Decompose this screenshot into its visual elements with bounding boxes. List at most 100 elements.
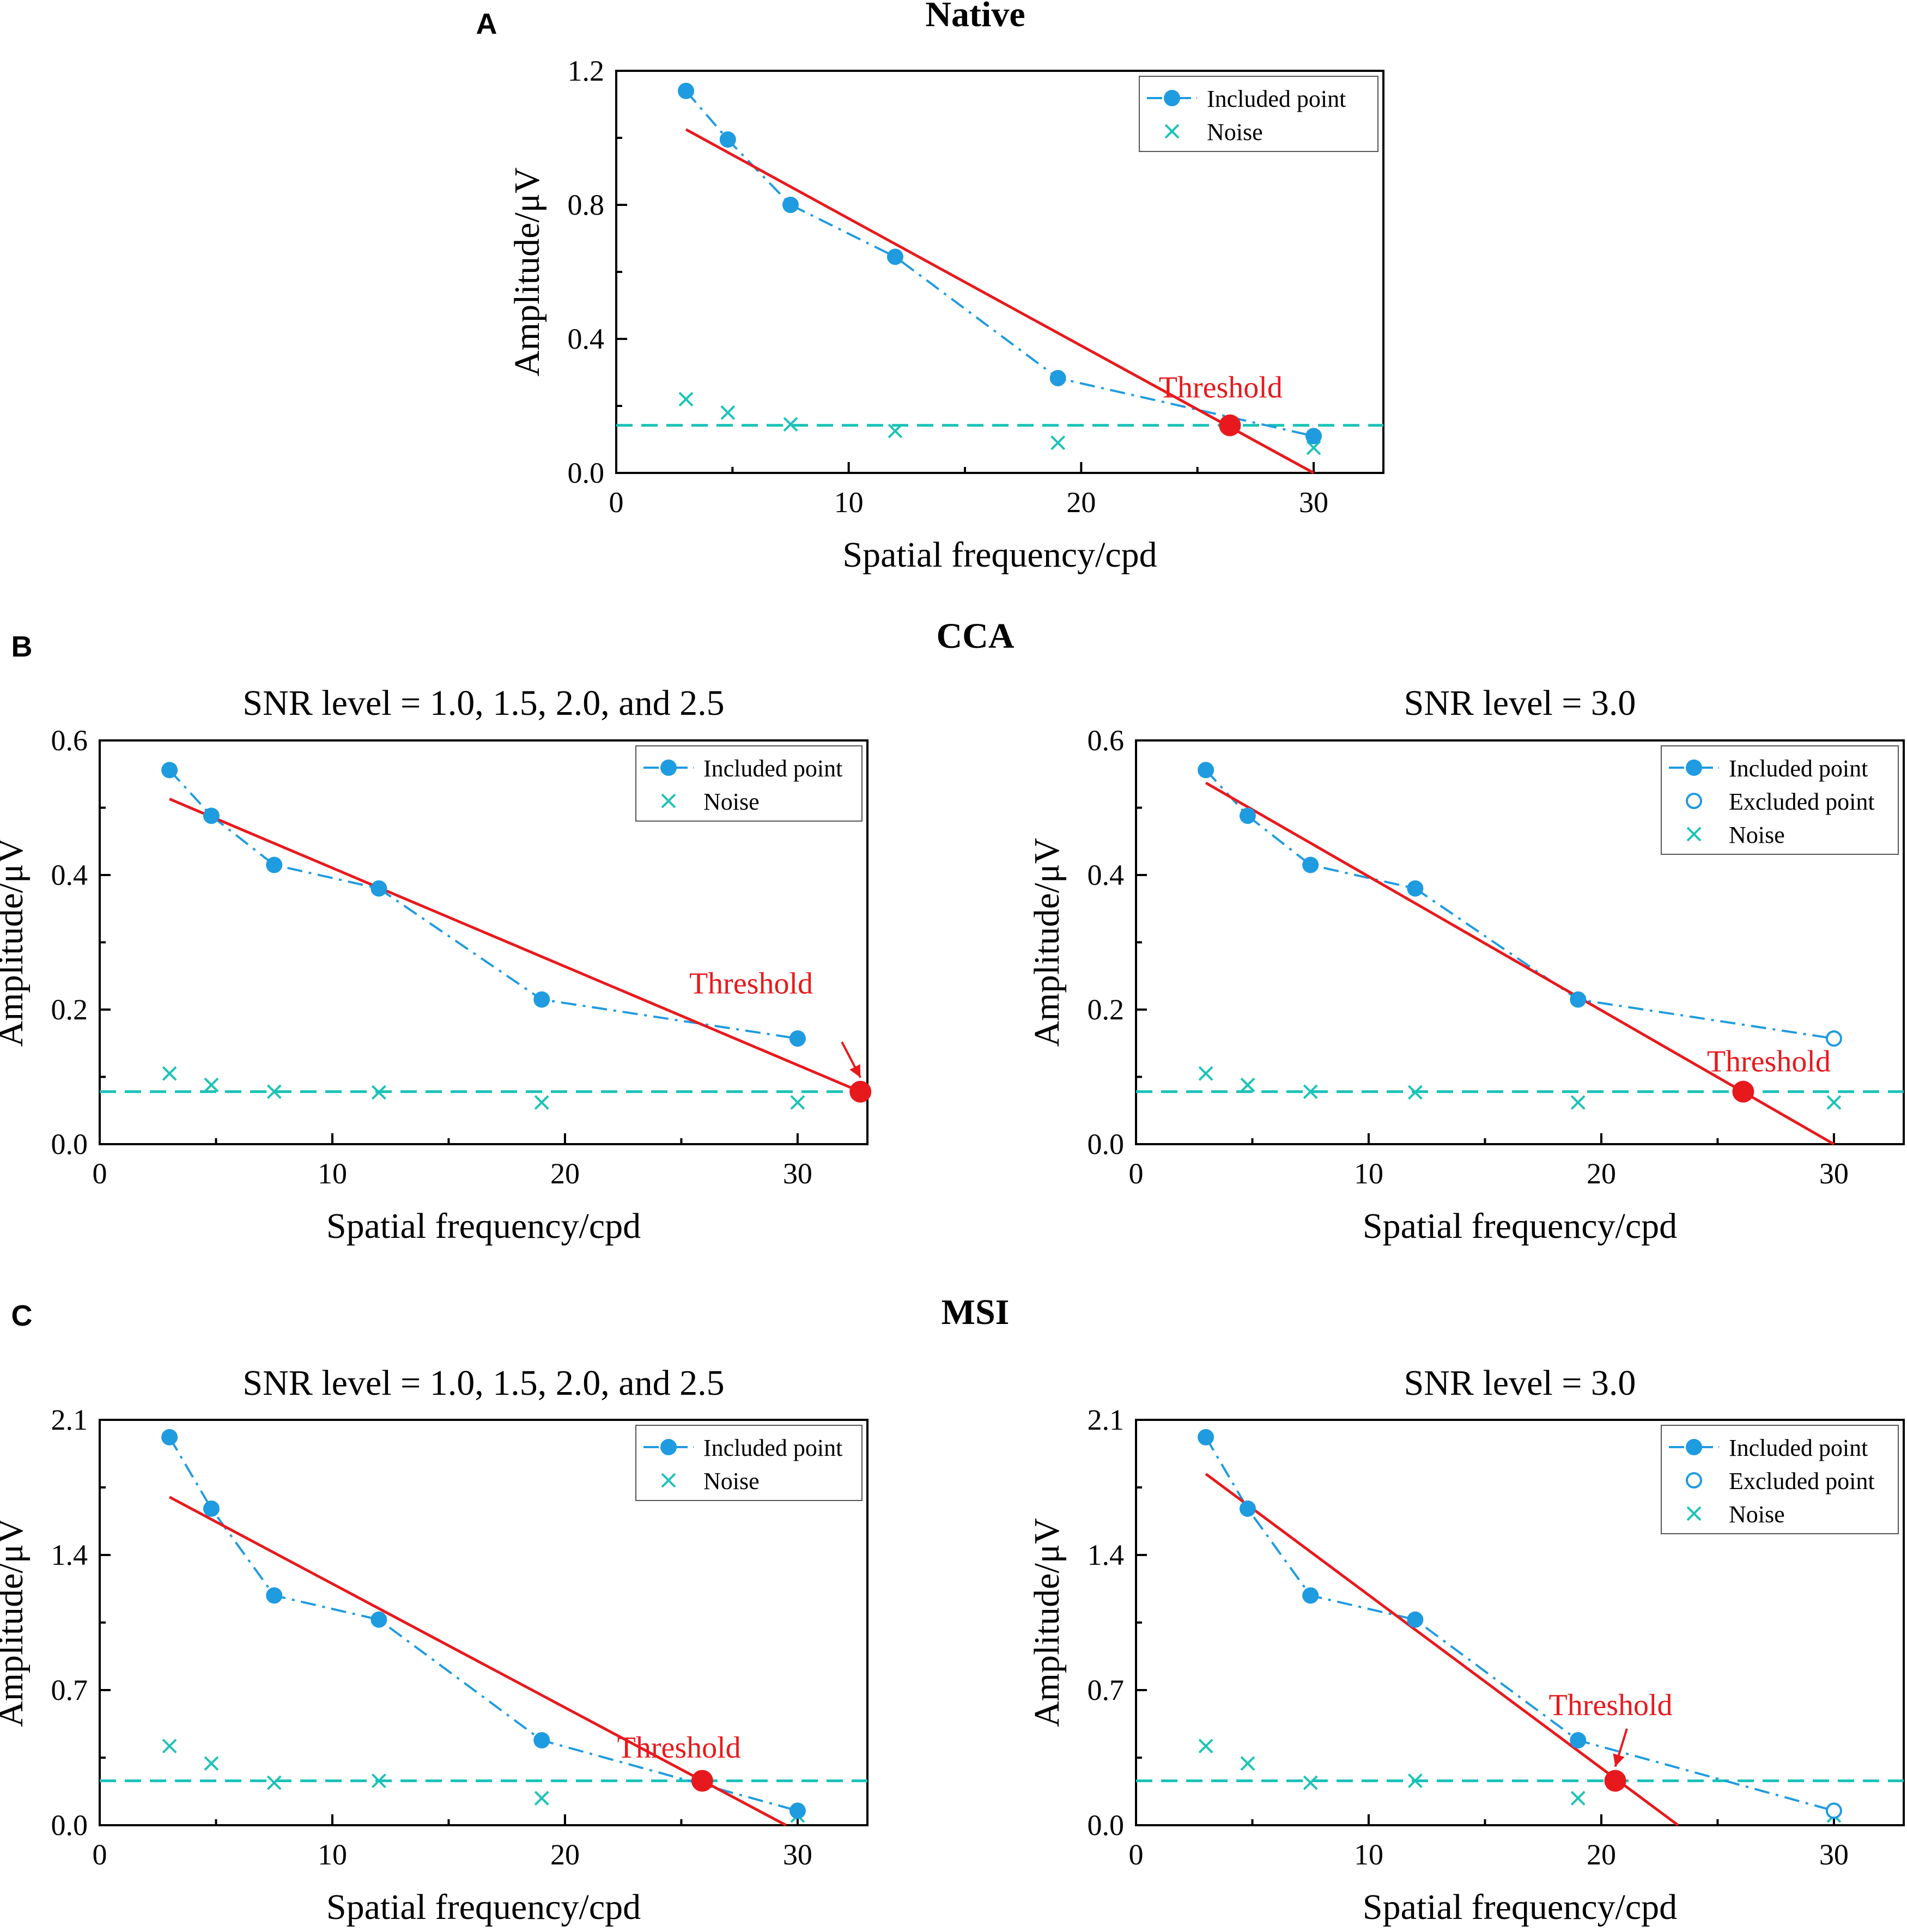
panel-title-cca: CCA: [937, 616, 1015, 656]
x-axis-label: Spatial frequency/cpd: [326, 1887, 641, 1927]
noise-point-stroke-b: [1407, 1085, 1423, 1100]
included-point: [203, 807, 220, 824]
noise-point-stroke-b: [1570, 1790, 1586, 1806]
legend-label-noise: Noise: [1729, 1501, 1785, 1528]
threshold-arrow-head: [849, 1064, 861, 1078]
fit-line: [1205, 1473, 1679, 1827]
included-point: [1407, 880, 1424, 897]
x-tick-label: 0: [1129, 1157, 1144, 1190]
legend-noise-marker: [1164, 124, 1180, 139]
panel-title-native: Native: [925, 0, 1025, 34]
included-point: [533, 1732, 550, 1749]
legend-included-marker: [1686, 1439, 1702, 1455]
threshold-arrow-head: [1613, 1753, 1625, 1767]
legend-label-included: Included point: [1207, 86, 1346, 112]
legend-noise-marker-stroke-b: [1686, 827, 1702, 842]
chart-subtitle: SNR level = 3.0: [1404, 683, 1636, 723]
legend-included-marker: [660, 1439, 677, 1455]
noise-point: [790, 1095, 805, 1110]
x-tick-label: 10: [1354, 1838, 1383, 1871]
y-tick-label: 0.0: [51, 1809, 88, 1842]
noise-point: [162, 1066, 177, 1081]
legend-label-noise: Noise: [703, 1468, 760, 1494]
included-point: [1302, 856, 1319, 873]
included-point: [371, 1611, 387, 1628]
noise-point-stroke-b: [888, 423, 903, 439]
x-tick-label: 30: [1819, 1838, 1849, 1871]
legend-label-included: Included point: [1729, 1435, 1868, 1461]
included-point: [161, 762, 178, 779]
fit-line: [169, 798, 861, 1093]
included-point: [1302, 1587, 1319, 1604]
noise-point: [1407, 1773, 1423, 1788]
included-point: [533, 991, 550, 1008]
noise-point: [1407, 1085, 1423, 1100]
noise-point-stroke-b: [371, 1773, 386, 1788]
y-tick-label: 0.6: [1088, 724, 1125, 757]
y-tick-label: 1.2: [568, 54, 605, 87]
noise-point: [1306, 440, 1321, 455]
included-point: [789, 1030, 806, 1047]
noise-point: [1570, 1095, 1586, 1110]
noise-point: [1240, 1077, 1255, 1092]
y-tick-label: 0.0: [1088, 1809, 1125, 1842]
noise-point-stroke-b: [266, 1775, 282, 1790]
legend-label-excluded: Excluded point: [1729, 788, 1875, 815]
y-axis-label: Amplitude/μV: [0, 838, 31, 1047]
noise-point: [534, 1095, 549, 1110]
threshold-label: Threshold: [617, 1731, 741, 1765]
y-tick-label: 1.4: [51, 1539, 88, 1571]
x-tick-label: 20: [550, 1838, 580, 1871]
noise-point-stroke-b: [204, 1077, 219, 1092]
threshold-label: Threshold: [1159, 371, 1283, 405]
noise-point-stroke-b: [204, 1756, 219, 1771]
noise-point-stroke-b: [266, 1084, 282, 1099]
x-tick-label: 0: [93, 1157, 107, 1190]
noise-point: [204, 1077, 219, 1092]
y-tick-label: 0.7: [1088, 1674, 1125, 1706]
x-tick-label: 30: [783, 1157, 812, 1190]
excluded-point: [1825, 1802, 1842, 1819]
legend-included-marker: [660, 760, 677, 776]
panel-letter-b: B: [11, 630, 33, 663]
noise-point: [534, 1790, 549, 1806]
included-point: [371, 880, 387, 897]
noise-point: [266, 1775, 282, 1790]
y-axis-label: Amplitude/μV: [1027, 1518, 1067, 1727]
x-tick-label: 30: [1299, 486, 1328, 519]
panel-title-msi: MSI: [942, 1292, 1010, 1332]
legend-label-included: Included point: [1729, 755, 1868, 782]
legend-noise-marker: [1686, 827, 1702, 842]
noise-point-stroke-b: [1198, 1066, 1213, 1081]
noise-point-stroke-b: [1303, 1775, 1318, 1790]
included-point: [266, 1587, 283, 1604]
noise-point: [678, 392, 694, 407]
included-point: [1049, 369, 1066, 386]
noise-point: [720, 405, 736, 420]
included-point: [1305, 428, 1322, 445]
included-series-line: [1205, 769, 1835, 1040]
noise-point-stroke-b: [1240, 1077, 1255, 1092]
chart-native: 0 10 20 30 0.0 0.4 0.8 1.2 Spatial frequency/cpd…: [507, 54, 1384, 575]
y-axis-label: Amplitude/μV: [1027, 838, 1067, 1047]
y-tick-label: 0.6: [51, 724, 88, 757]
x-axis-label: Spatial frequency/cpd: [842, 535, 1157, 575]
noise-point: [204, 1756, 219, 1771]
y-axis-label: Amplitude/μV: [0, 1518, 31, 1727]
noise-point-stroke-b: [678, 392, 694, 407]
y-tick-label: 0.2: [1088, 993, 1125, 1026]
included-point: [782, 197, 799, 213]
included-series-line: [168, 769, 798, 1040]
legend-noise-marker-stroke-b: [1686, 1506, 1702, 1521]
x-tick-label: 20: [550, 1157, 580, 1190]
noise-point: [1050, 435, 1066, 451]
y-tick-label: 2.1: [51, 1404, 88, 1436]
threshold-point: [1604, 1770, 1626, 1792]
noise-point-stroke-b: [790, 1095, 805, 1110]
legend-label-included: Included point: [703, 755, 842, 782]
y-axis-label: Amplitude/μV: [507, 167, 547, 376]
chart-subtitle: SNR level = 1.0, 1.5, 2.0, and 2.5: [242, 683, 724, 723]
chart-msi-low-snr: SNR level = 1.0, 1.5, 2.0, and 2.5 0 10 20 3…: [0, 1363, 869, 1927]
included-series-line: [1205, 1436, 1835, 1812]
threshold-point: [849, 1080, 872, 1103]
